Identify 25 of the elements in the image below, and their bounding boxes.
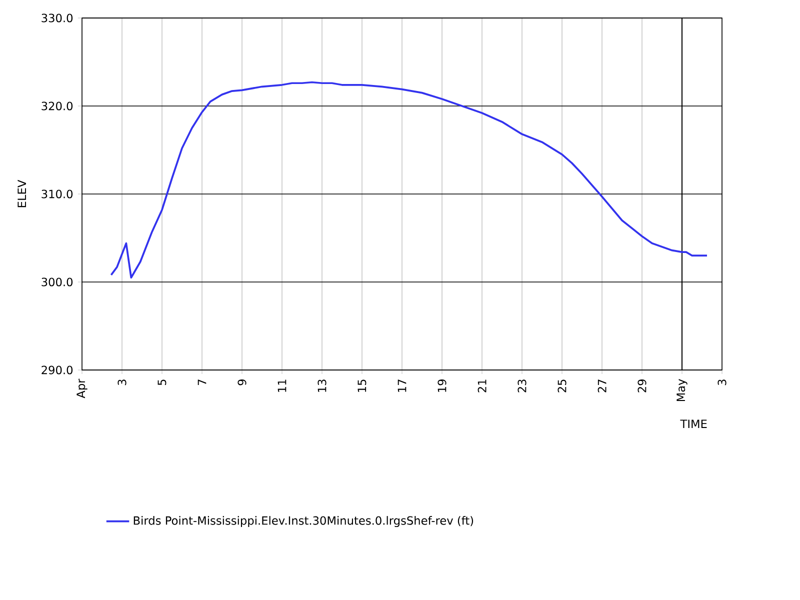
x-tick-label: 15 bbox=[358, 380, 366, 392]
y-tick-label: 320.0 bbox=[42, 102, 73, 110]
x-tick-label: 23 bbox=[518, 380, 526, 392]
x-tick-label: 25 bbox=[558, 380, 566, 392]
x-tick-label: 11 bbox=[278, 380, 286, 392]
x-tick-label: 21 bbox=[478, 380, 486, 392]
x-tick-label: 19 bbox=[438, 380, 446, 392]
x-tick-label: 29 bbox=[638, 380, 646, 392]
y-tick-label: 330.0 bbox=[42, 14, 73, 22]
x-axis-title: TIME bbox=[680, 420, 707, 428]
x-tick-label: 13 bbox=[318, 380, 326, 392]
y-tick-label: 310.0 bbox=[42, 190, 73, 198]
y-axis-title: ELEV bbox=[18, 180, 26, 208]
x-tick-label: 9 bbox=[238, 380, 246, 386]
x-tick-label: 3 bbox=[718, 380, 726, 386]
x-tick-label: 3 bbox=[118, 380, 126, 386]
y-tick-label: 290.0 bbox=[42, 366, 73, 374]
x-tick-label: 27 bbox=[598, 380, 606, 392]
legend-label: Birds Point-Mississippi.Elev.Inst.30Minutes.0.lrgsShef-rev (ft) bbox=[134, 516, 474, 528]
y-tick-label: 300.0 bbox=[42, 278, 73, 286]
x-tick-label: 5 bbox=[158, 380, 166, 386]
x-tick-label: 7 bbox=[198, 380, 206, 385]
x-tick-label: 17 bbox=[398, 380, 406, 392]
x-tick-label: Apr bbox=[76, 378, 88, 398]
x-tick-label: May bbox=[676, 379, 688, 402]
